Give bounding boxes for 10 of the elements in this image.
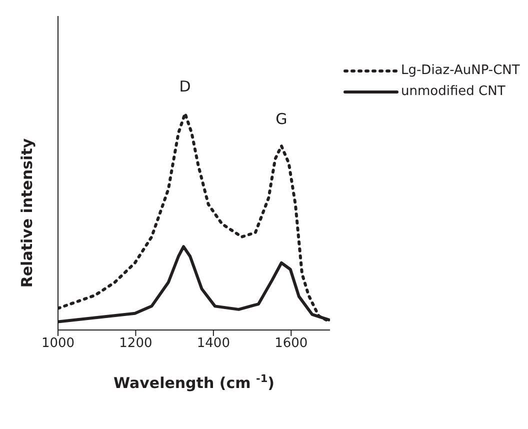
legend-label: unmodified CNT — [401, 84, 506, 99]
y-axis-title: Relative intensity — [18, 138, 36, 288]
x-tick-label: 1600 — [274, 336, 308, 352]
text: D — [179, 77, 191, 96]
x-tick-label: 1200 — [119, 336, 152, 352]
annotation: G — [276, 110, 288, 128]
x-tick-label: 1000 — [41, 336, 75, 352]
legend-label: Lg-Diaz-AuNP-CNT — [401, 63, 520, 78]
x-tick-label: 1400 — [196, 336, 230, 352]
x-axis-title: Wavelength (cm $^{-1}$) — [113, 373, 275, 392]
